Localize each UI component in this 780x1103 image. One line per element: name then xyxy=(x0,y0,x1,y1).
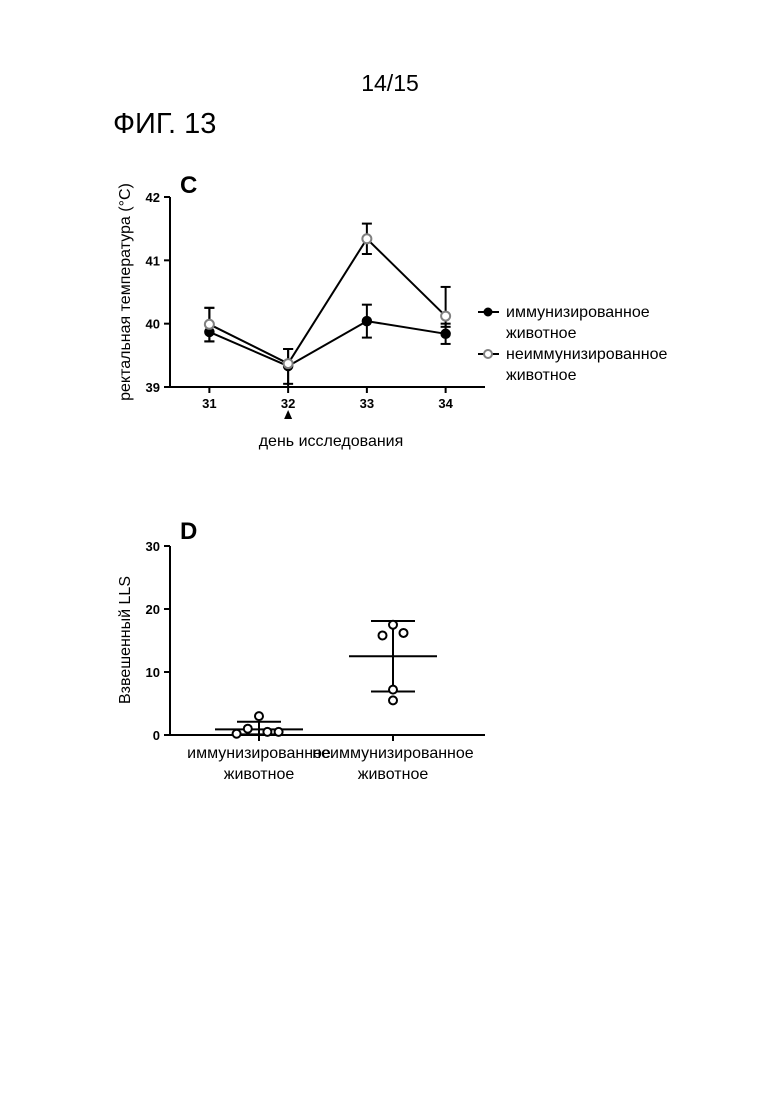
panel-c-legend-label: животное xyxy=(506,367,577,384)
panel-d-point xyxy=(244,725,252,733)
panel-c-point xyxy=(205,320,214,329)
panel-c-x-tick-label: 31 xyxy=(202,396,216,411)
panel-d-point xyxy=(379,631,387,639)
panel-c-x-tick-label: 34 xyxy=(438,396,453,411)
panel-d-point xyxy=(233,730,241,738)
panel-d-label: D xyxy=(180,518,197,545)
panel-d-point xyxy=(389,621,397,629)
panel-c-y-tick-label: 40 xyxy=(146,317,160,332)
panel-c-legend-marker xyxy=(484,308,492,316)
panel-d-group-label: животное xyxy=(358,766,429,783)
panel-c-legend-label: животное xyxy=(506,325,577,342)
panel-c-legend-label: иммунизированное xyxy=(506,304,650,321)
panel-d-point xyxy=(275,728,283,736)
panel-d-group-label: неиммунизированное xyxy=(312,745,473,762)
panel-c-y-tick-label: 39 xyxy=(146,380,160,395)
panel-d-chart: D Взвешенный LLS 0 10 20 30 иммунизированно… xyxy=(117,518,485,783)
panel-c-point xyxy=(441,312,450,321)
panel-d-y-label: Взвешенный LLS xyxy=(117,576,134,704)
panel-c-point xyxy=(362,317,371,326)
panel-c-chart: C ректальная температура (°C) день иссле… xyxy=(117,172,667,450)
panel-d-point xyxy=(263,728,271,736)
panel-d-y-tick-label: 10 xyxy=(146,665,160,680)
panel-c-label: C xyxy=(180,172,197,199)
panel-c-point xyxy=(441,329,450,338)
panel-c-arrow-marker xyxy=(284,410,292,419)
panel-c-point xyxy=(362,234,371,243)
panel-d-point xyxy=(389,696,397,704)
figure-canvas: C ректальная температура (°C) день иссле… xyxy=(0,0,780,1103)
panel-c-x-tick-label: 32 xyxy=(281,396,295,411)
panel-c-legend-marker xyxy=(484,350,492,358)
panel-c-x-tick-label: 33 xyxy=(360,396,374,411)
panel-d-group-label: животное xyxy=(224,766,295,783)
panel-c-series-line xyxy=(209,321,445,366)
panel-c-point xyxy=(284,359,293,368)
panel-d-y-tick-label: 30 xyxy=(146,539,160,554)
panel-d-point xyxy=(389,686,397,694)
panel-c-y-label: ректальная температура (°C) xyxy=(117,183,134,401)
panel-d-point xyxy=(400,629,408,637)
panel-d-group-label: иммунизированное xyxy=(187,745,331,762)
panel-c-x-label: день исследования xyxy=(259,433,404,450)
panel-d-point xyxy=(255,712,263,720)
panel-c-legend-label: неиммунизированное xyxy=(506,346,667,363)
panel-c-y-tick-label: 42 xyxy=(146,190,160,205)
panel-c-series-line xyxy=(209,239,445,364)
panel-d-y-tick-label: 0 xyxy=(153,728,160,743)
panel-d-y-tick-label: 20 xyxy=(146,602,160,617)
panel-c-y-tick-label: 41 xyxy=(146,253,160,268)
